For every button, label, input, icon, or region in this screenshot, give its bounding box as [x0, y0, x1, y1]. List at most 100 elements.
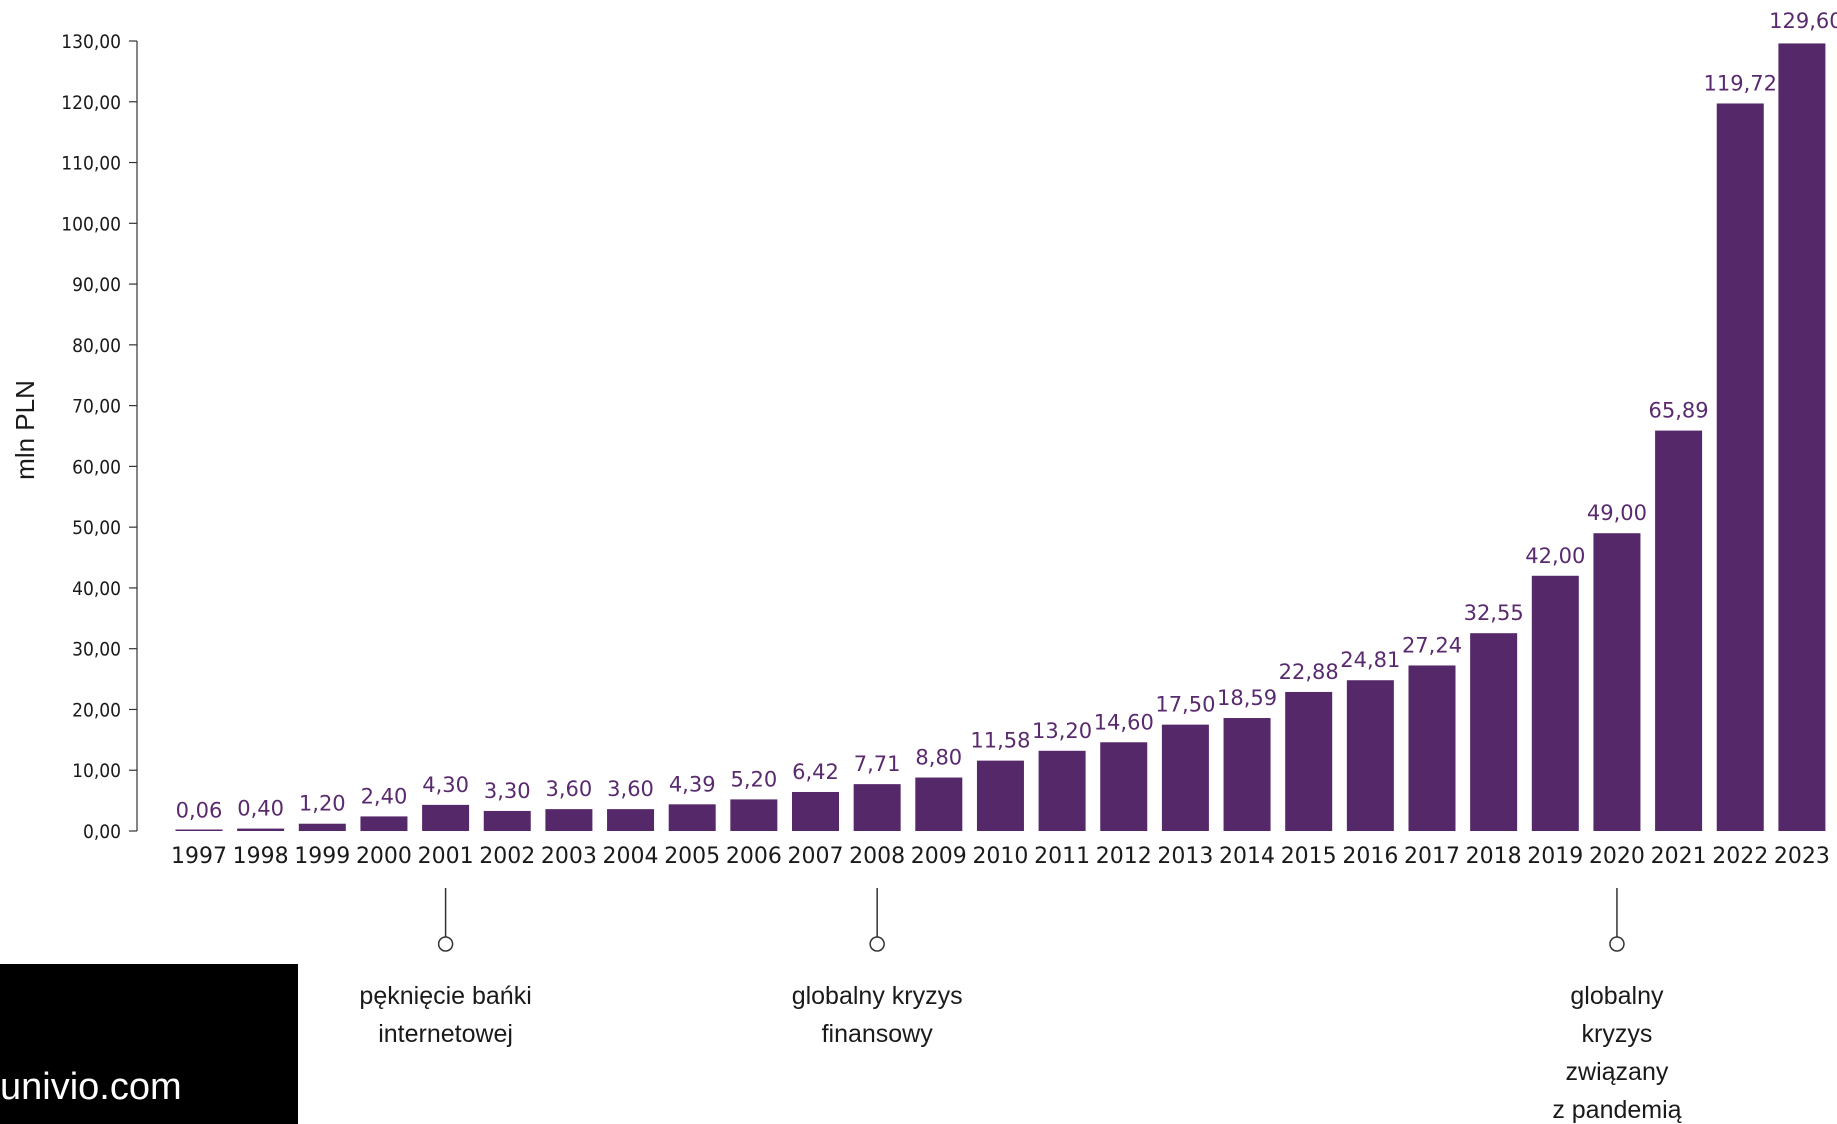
x-tick-label: 2016 — [1342, 844, 1398, 869]
bar-value-label: 3,30 — [484, 779, 531, 803]
x-tick-label: 2019 — [1527, 844, 1583, 869]
x-tick-label: 1997 — [171, 844, 227, 869]
annotation-text: finansowy — [822, 1020, 934, 1048]
annotation-text: związany — [1566, 1058, 1669, 1086]
bar-value-label: 17,50 — [1155, 693, 1215, 717]
bar-value-label: 24,81 — [1340, 648, 1400, 672]
bar — [360, 816, 408, 831]
bar-value-label: 49,00 — [1587, 501, 1647, 525]
annotation-text: globalny kryzys — [792, 982, 963, 1010]
x-tick-label: 2017 — [1404, 844, 1460, 869]
annotation-marker — [869, 936, 885, 952]
bar-value-label: 3,60 — [607, 777, 654, 801]
brand-text: univio.com — [0, 1066, 182, 1108]
bar-value-label: 11,58 — [970, 729, 1030, 753]
bar — [853, 784, 901, 831]
annotation-text: internetowej — [378, 1020, 513, 1048]
x-tick-label: 2013 — [1157, 844, 1213, 869]
x-tick-label: 1999 — [294, 844, 350, 869]
bar-value-label: 3,60 — [546, 777, 593, 801]
y-axis-title: mln PLN — [10, 380, 40, 480]
y-tick-label: 130,00 — [61, 31, 121, 53]
annotation-marker — [1609, 936, 1625, 952]
bar-value-label: 8,80 — [915, 746, 962, 770]
x-tick-label: 2006 — [726, 844, 782, 869]
x-tick-label: 2023 — [1774, 844, 1830, 869]
bar — [1778, 43, 1826, 831]
x-tick-label: 2014 — [1219, 844, 1275, 869]
bar-value-label: 119,72 — [1704, 71, 1777, 95]
bar — [237, 828, 285, 831]
x-tick-label: 2020 — [1589, 844, 1645, 869]
bar-value-label: 129,60 — [1769, 9, 1837, 33]
bar-value-label: 0,40 — [237, 797, 284, 821]
bar-value-label: 18,59 — [1217, 686, 1277, 710]
bar — [1223, 718, 1271, 831]
y-tick-label: 110,00 — [61, 153, 121, 175]
x-tick-label: 2002 — [479, 844, 535, 869]
bar — [1531, 575, 1579, 831]
bar-value-label: 1,20 — [299, 792, 346, 816]
bar — [607, 809, 655, 831]
bar-value-label: 5,20 — [730, 767, 777, 791]
x-tick-label: 2022 — [1712, 844, 1768, 869]
bar-value-label: 0,06 — [176, 799, 223, 823]
x-tick-label: 2008 — [849, 844, 905, 869]
x-tick-label: 2003 — [541, 844, 597, 869]
y-axis: 0,00 10,00 20,00 30,00 40,00 50,00 60,00 70,00 8… — [61, 31, 138, 843]
bar-value-label: 6,42 — [792, 760, 839, 784]
annotation-text: globalny — [1570, 982, 1664, 1010]
y-tick-label: 40,00 — [72, 578, 121, 600]
annotation-text: kryzys — [1582, 1020, 1653, 1048]
annotation-text: z pandemią — [1552, 1096, 1681, 1124]
x-tick-label: 2000 — [356, 844, 412, 869]
y-tick-label: 30,00 — [72, 639, 121, 661]
x-tick-label: 2005 — [664, 844, 720, 869]
y-tick-label: 80,00 — [72, 335, 121, 357]
annotation-text: pęknięcie bańki — [359, 982, 531, 1010]
x-tick-label: 2021 — [1651, 844, 1707, 869]
bar — [1161, 724, 1209, 831]
bar-value-label: 22,88 — [1279, 660, 1339, 684]
bar-value-label: 4,39 — [669, 772, 716, 796]
annotation-marker — [437, 936, 454, 952]
bar — [1716, 103, 1764, 832]
y-tick-label: 20,00 — [72, 699, 121, 721]
x-tick-label: 2018 — [1466, 844, 1522, 869]
y-tick-label: 50,00 — [72, 517, 121, 539]
bar — [668, 804, 716, 831]
y-tick-label: 70,00 — [72, 396, 121, 418]
bar — [422, 804, 470, 831]
bar-value-label: 13,20 — [1032, 719, 1092, 743]
x-tick-label: 2012 — [1096, 844, 1152, 869]
bar — [976, 760, 1024, 831]
y-tick-label: 0,00 — [83, 821, 121, 843]
bar — [483, 810, 531, 831]
x-tick-label: 2011 — [1034, 844, 1090, 869]
x-tick-label: 1998 — [233, 844, 289, 869]
bar-value-label: 65,89 — [1649, 399, 1709, 423]
y-tick-label: 100,00 — [61, 213, 121, 235]
bar-value-label: 2,40 — [361, 784, 408, 808]
bar — [1285, 691, 1333, 831]
bar — [1470, 633, 1518, 831]
annotations-group: pęknięcie bańki internetowej globalny kryz… — [359, 888, 1682, 1124]
bar-value-label: 42,00 — [1525, 544, 1585, 568]
bar — [175, 829, 223, 831]
bars-group: 0,06 1997 0,40 1998 1,20 1999 2,40 2000 4,30 2001… — [171, 9, 1837, 869]
bar — [1655, 430, 1703, 831]
y-tick-label: 10,00 — [72, 760, 121, 782]
brand-box — [0, 964, 298, 1124]
x-tick-label: 2001 — [418, 844, 474, 869]
bar — [1408, 665, 1456, 831]
y-tick-label: 60,00 — [72, 456, 121, 478]
bar-value-label: 7,71 — [854, 752, 901, 776]
bar — [730, 799, 778, 831]
x-tick-label: 2010 — [972, 844, 1028, 869]
bar — [545, 809, 593, 831]
bar-value-label: 4,30 — [422, 773, 469, 797]
bar — [298, 823, 346, 831]
bar-value-label: 14,60 — [1094, 710, 1154, 734]
bar-value-label: 32,55 — [1464, 601, 1524, 625]
